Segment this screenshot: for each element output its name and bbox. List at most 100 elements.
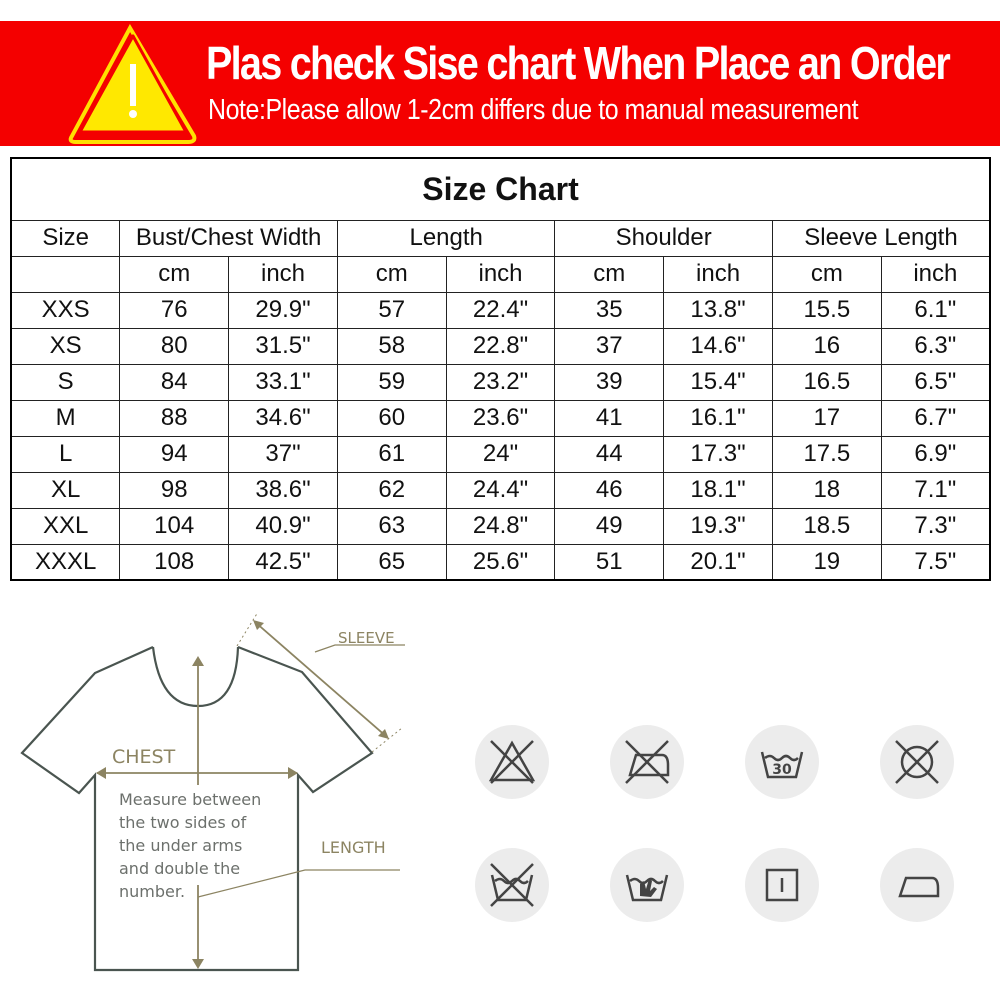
header-cell: Sleeve Length [771,219,991,257]
table-row: S 84 33.1" 59 23.2" 39 15.4" 16.5 6.5" [10,363,991,401]
size-chart-table: Size Chart Size Bust/Chest Width Length … [10,157,991,581]
value-cell: 22.4" [445,291,556,329]
svg-text:30: 30 [772,762,792,778]
table-row: XL 98 38.6" 62 24.4" 46 18.1" 18 7.1" [10,471,991,509]
value-cell: 18.1" [663,471,773,509]
value-cell: 24" [445,435,556,473]
value-cell: 59 [336,363,447,401]
value-cell: 7.5" [880,543,991,581]
value-cell: 19 [771,543,882,581]
value-cell: 88 [119,399,230,437]
value-cell: 6.7" [880,399,991,437]
table-row: XXS 76 29.9" 57 22.4" 35 13.8" 15.5 6.1" [10,291,991,329]
value-cell: 14.6" [663,327,773,365]
do-not-wash-icon [475,848,549,922]
length-label: LENGTH [321,838,386,857]
unit-cell: inch [228,255,338,293]
iron-low-icon [880,848,954,922]
banner-note: Note:Please allow 1-2cm differs due to m… [208,94,859,126]
value-cell: 58 [336,327,447,365]
unit-cell: inch [445,255,556,293]
header-row: Size Bust/Chest Width Length Shoulder Sl… [10,219,991,257]
value-cell: 51 [554,543,665,581]
value-cell: 41 [554,399,665,437]
value-cell: 33.1" [228,363,338,401]
value-cell: 15.5 [771,291,882,329]
table-row: M 88 34.6" 60 23.6" 41 16.1" 17 6.7" [10,399,991,437]
table-row: XXL 104 40.9" 63 24.8" 49 19.3" 18.5 7.3" [10,507,991,545]
value-cell: 57 [336,291,447,329]
value-cell: 94 [119,435,230,473]
value-cell: 29.9" [228,291,338,329]
value-cell: 84 [119,363,230,401]
wash-30-icon: 30 [745,725,819,799]
header-cell: Length [336,219,556,257]
warning-triangle-icon [68,24,197,144]
value-cell: 16.5 [771,363,882,401]
value-cell: 7.1" [880,471,991,509]
instruction-line: the under arms [119,836,242,855]
unit-row: cm inch cm inch cm inch cm inch [10,255,991,293]
chest-label: CHEST [112,746,176,768]
do-not-dry-clean-icon [880,725,954,799]
instruction-line: number. [119,882,185,901]
header-cell: Bust/Chest Width [119,219,338,257]
unit-cell: cm [554,255,665,293]
instruction-line: and double the [119,859,240,878]
size-cell: XXS [10,291,121,329]
value-cell: 104 [119,507,230,545]
value-cell: 31.5" [228,327,338,365]
value-cell: 44 [554,435,665,473]
value-cell: 24.8" [445,507,556,545]
value-cell: 46 [554,471,665,509]
size-cell: L [10,435,121,473]
value-cell: 16 [771,327,882,365]
value-cell: 7.3" [880,507,991,545]
value-cell: 23.6" [445,399,556,437]
value-cell: 18.5 [771,507,882,545]
do-not-iron-icon [610,725,684,799]
unit-cell: inch [880,255,991,293]
value-cell: 76 [119,291,230,329]
value-cell: 80 [119,327,230,365]
hand-wash-icon [610,848,684,922]
value-cell: 49 [554,507,665,545]
header-cell: Size [10,219,121,257]
value-cell: 65 [336,543,447,581]
value-cell: 35 [554,291,665,329]
value-cell: 19.3" [663,507,773,545]
value-cell: 60 [336,399,447,437]
tumble-dry-icon [745,848,819,922]
value-cell: 16.1" [663,399,773,437]
value-cell: 24.4" [445,471,556,509]
value-cell: 17.5 [771,435,882,473]
value-cell: 6.1" [880,291,991,329]
unit-cell [10,255,121,293]
unit-cell: cm [119,255,230,293]
value-cell: 63 [336,507,447,545]
value-cell: 20.1" [663,543,773,581]
value-cell: 37 [554,327,665,365]
tshirt-measurement-diagram: SLEEVE CHEST LENGTH Measure between the … [20,611,405,972]
table-row: XXXL 108 42.5" 65 25.6" 51 20.1" 19 7.5" [10,543,991,581]
value-cell: 17 [771,399,882,437]
value-cell: 15.4" [663,363,773,401]
size-cell: M [10,399,121,437]
table-row: XS 80 31.5" 58 22.8" 37 14.6" 16 6.3" [10,327,991,365]
value-cell: 25.6" [445,543,556,581]
instruction-line: Measure between [119,790,261,809]
size-cell: S [10,363,121,401]
value-cell: 22.8" [445,327,556,365]
unit-cell: cm [771,255,882,293]
instruction-line: the two sides of [119,813,247,832]
value-cell: 18 [771,471,882,509]
table-title: Size Chart [10,157,991,221]
size-cell: XXL [10,507,121,545]
unit-cell: cm [336,255,447,293]
value-cell: 6.3" [880,327,991,365]
do-not-bleach-icon [475,725,549,799]
value-cell: 34.6" [228,399,338,437]
value-cell: 98 [119,471,230,509]
value-cell: 61 [336,435,447,473]
size-cell: XL [10,471,121,509]
